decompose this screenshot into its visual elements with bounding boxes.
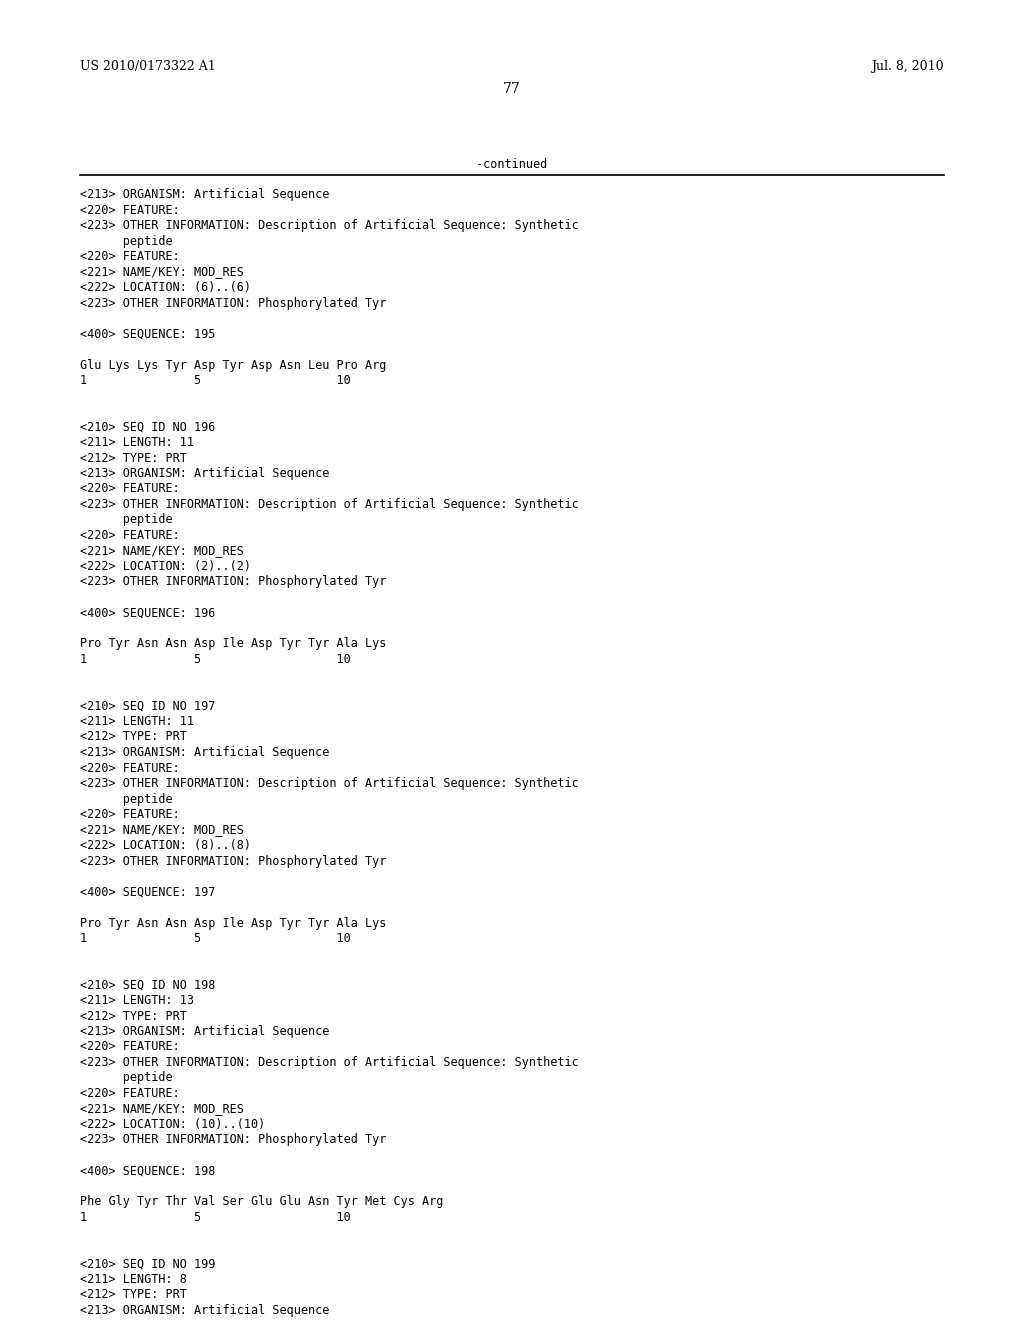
Text: <222> LOCATION: (2)..(2): <222> LOCATION: (2)..(2) <box>80 560 251 573</box>
Text: <220> FEATURE:: <220> FEATURE: <box>80 1040 180 1053</box>
Text: <212> TYPE: PRT: <212> TYPE: PRT <box>80 451 186 465</box>
Text: <211> LENGTH: 11: <211> LENGTH: 11 <box>80 715 194 729</box>
Text: <223> OTHER INFORMATION: Description of Artificial Sequence: Synthetic: <223> OTHER INFORMATION: Description of … <box>80 219 579 232</box>
Text: <220> FEATURE:: <220> FEATURE: <box>80 483 180 495</box>
Text: <400> SEQUENCE: 198: <400> SEQUENCE: 198 <box>80 1164 215 1177</box>
Text: <210> SEQ ID NO 196: <210> SEQ ID NO 196 <box>80 421 215 433</box>
Text: <213> ORGANISM: Artificial Sequence: <213> ORGANISM: Artificial Sequence <box>80 1026 330 1038</box>
Text: <220> FEATURE:: <220> FEATURE: <box>80 529 180 543</box>
Text: 1               5                   10: 1 5 10 <box>80 374 351 387</box>
Text: <400> SEQUENCE: 196: <400> SEQUENCE: 196 <box>80 606 215 619</box>
Text: <211> LENGTH: 8: <211> LENGTH: 8 <box>80 1272 186 1286</box>
Text: <213> ORGANISM: Artificial Sequence: <213> ORGANISM: Artificial Sequence <box>80 187 330 201</box>
Text: <211> LENGTH: 13: <211> LENGTH: 13 <box>80 994 194 1007</box>
Text: <210> SEQ ID NO 197: <210> SEQ ID NO 197 <box>80 700 215 713</box>
Text: <221> NAME/KEY: MOD_RES: <221> NAME/KEY: MOD_RES <box>80 544 244 557</box>
Text: 1               5                   10: 1 5 10 <box>80 932 351 945</box>
Text: <221> NAME/KEY: MOD_RES: <221> NAME/KEY: MOD_RES <box>80 265 244 279</box>
Text: 1               5                   10: 1 5 10 <box>80 653 351 667</box>
Text: peptide: peptide <box>80 235 173 248</box>
Text: Glu Lys Lys Tyr Asp Tyr Asp Asn Leu Pro Arg: Glu Lys Lys Tyr Asp Tyr Asp Asn Leu Pro … <box>80 359 386 371</box>
Text: <400> SEQUENCE: 197: <400> SEQUENCE: 197 <box>80 886 215 899</box>
Text: -continued: -continued <box>476 158 548 172</box>
Text: <222> LOCATION: (10)..(10): <222> LOCATION: (10)..(10) <box>80 1118 265 1131</box>
Text: peptide: peptide <box>80 792 173 805</box>
Text: <220> FEATURE:: <220> FEATURE: <box>80 762 180 775</box>
Text: Jul. 8, 2010: Jul. 8, 2010 <box>871 59 944 73</box>
Text: <212> TYPE: PRT: <212> TYPE: PRT <box>80 1010 186 1023</box>
Text: <223> OTHER INFORMATION: Phosphorylated Tyr: <223> OTHER INFORMATION: Phosphorylated … <box>80 576 386 589</box>
Text: peptide: peptide <box>80 513 173 527</box>
Text: <220> FEATURE:: <220> FEATURE: <box>80 203 180 216</box>
Text: <213> ORGANISM: Artificial Sequence: <213> ORGANISM: Artificial Sequence <box>80 467 330 480</box>
Text: <213> ORGANISM: Artificial Sequence: <213> ORGANISM: Artificial Sequence <box>80 746 330 759</box>
Text: <222> LOCATION: (8)..(8): <222> LOCATION: (8)..(8) <box>80 840 251 851</box>
Text: <213> ORGANISM: Artificial Sequence: <213> ORGANISM: Artificial Sequence <box>80 1304 330 1317</box>
Text: Phe Gly Tyr Thr Val Ser Glu Glu Asn Tyr Met Cys Arg: Phe Gly Tyr Thr Val Ser Glu Glu Asn Tyr … <box>80 1196 443 1209</box>
Text: Pro Tyr Asn Asn Asp Ile Asp Tyr Tyr Ala Lys: Pro Tyr Asn Asn Asp Ile Asp Tyr Tyr Ala … <box>80 638 386 651</box>
Text: <212> TYPE: PRT: <212> TYPE: PRT <box>80 730 186 743</box>
Text: <223> OTHER INFORMATION: Phosphorylated Tyr: <223> OTHER INFORMATION: Phosphorylated … <box>80 1134 386 1147</box>
Text: <223> OTHER INFORMATION: Description of Artificial Sequence: Synthetic: <223> OTHER INFORMATION: Description of … <box>80 777 579 789</box>
Text: <221> NAME/KEY: MOD_RES: <221> NAME/KEY: MOD_RES <box>80 824 244 837</box>
Text: 1               5                   10: 1 5 10 <box>80 1210 351 1224</box>
Text: <211> LENGTH: 11: <211> LENGTH: 11 <box>80 436 194 449</box>
Text: <212> TYPE: PRT: <212> TYPE: PRT <box>80 1288 186 1302</box>
Text: <221> NAME/KEY: MOD_RES: <221> NAME/KEY: MOD_RES <box>80 1102 244 1115</box>
Text: <400> SEQUENCE: 195: <400> SEQUENCE: 195 <box>80 327 215 341</box>
Text: peptide: peptide <box>80 1072 173 1085</box>
Text: <223> OTHER INFORMATION: Phosphorylated Tyr: <223> OTHER INFORMATION: Phosphorylated … <box>80 854 386 867</box>
Text: 77: 77 <box>503 82 521 96</box>
Text: <223> OTHER INFORMATION: Description of Artificial Sequence: Synthetic: <223> OTHER INFORMATION: Description of … <box>80 498 579 511</box>
Text: <210> SEQ ID NO 199: <210> SEQ ID NO 199 <box>80 1258 215 1270</box>
Text: Pro Tyr Asn Asn Asp Ile Asp Tyr Tyr Ala Lys: Pro Tyr Asn Asn Asp Ile Asp Tyr Tyr Ala … <box>80 916 386 929</box>
Text: <223> OTHER INFORMATION: Description of Artificial Sequence: Synthetic: <223> OTHER INFORMATION: Description of … <box>80 1056 579 1069</box>
Text: US 2010/0173322 A1: US 2010/0173322 A1 <box>80 59 216 73</box>
Text: <210> SEQ ID NO 198: <210> SEQ ID NO 198 <box>80 978 215 991</box>
Text: <220> FEATURE:: <220> FEATURE: <box>80 1086 180 1100</box>
Text: <220> FEATURE:: <220> FEATURE: <box>80 808 180 821</box>
Text: <220> FEATURE:: <220> FEATURE: <box>80 249 180 263</box>
Text: <223> OTHER INFORMATION: Phosphorylated Tyr: <223> OTHER INFORMATION: Phosphorylated … <box>80 297 386 309</box>
Text: <222> LOCATION: (6)..(6): <222> LOCATION: (6)..(6) <box>80 281 251 294</box>
